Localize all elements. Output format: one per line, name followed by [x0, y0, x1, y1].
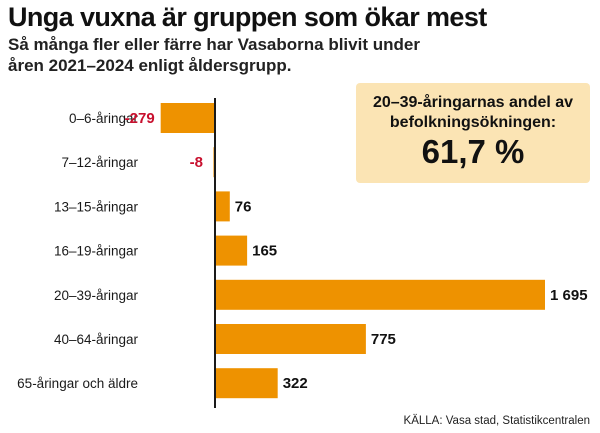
value-label: 76 [235, 198, 252, 215]
callout-value: 61,7 % [421, 133, 525, 170]
category-label: 0–6-åringar [69, 111, 139, 126]
value-label: 322 [283, 375, 308, 392]
chart-title: Unga vuxna är gruppen som ökar mest [8, 2, 487, 32]
source-note: KÄLLA: Vasa stad, Statistikcentralen [403, 415, 590, 427]
bar [215, 324, 366, 354]
callout-box: 20–39-åringarnas andel av befolkningsökn… [356, 83, 590, 183]
value-label: -8 [190, 154, 203, 171]
category-label: 16–19-åringar [54, 244, 139, 259]
bar [215, 279, 545, 310]
bar [160, 103, 215, 133]
value-label: 165 [252, 243, 277, 260]
bar [215, 235, 248, 266]
value-label: -279 [125, 110, 155, 127]
value-label: 1 695 [550, 287, 588, 304]
category-label: 13–15-åringar [54, 199, 139, 214]
value-label: 775 [371, 331, 396, 348]
bar [215, 368, 278, 399]
chart-subtitle: Så många fler eller färre har Vasaborna … [8, 35, 420, 75]
category-label: 20–39-åringar [54, 288, 139, 303]
category-label: 65-åringar och äldre [17, 376, 138, 391]
category-label: 40–64-åringar [54, 332, 139, 347]
bar [215, 191, 230, 222]
callout-text: 20–39-åringarnas andel av befolkningsökn… [372, 94, 574, 131]
category-label: 7–12-åringar [61, 155, 138, 170]
